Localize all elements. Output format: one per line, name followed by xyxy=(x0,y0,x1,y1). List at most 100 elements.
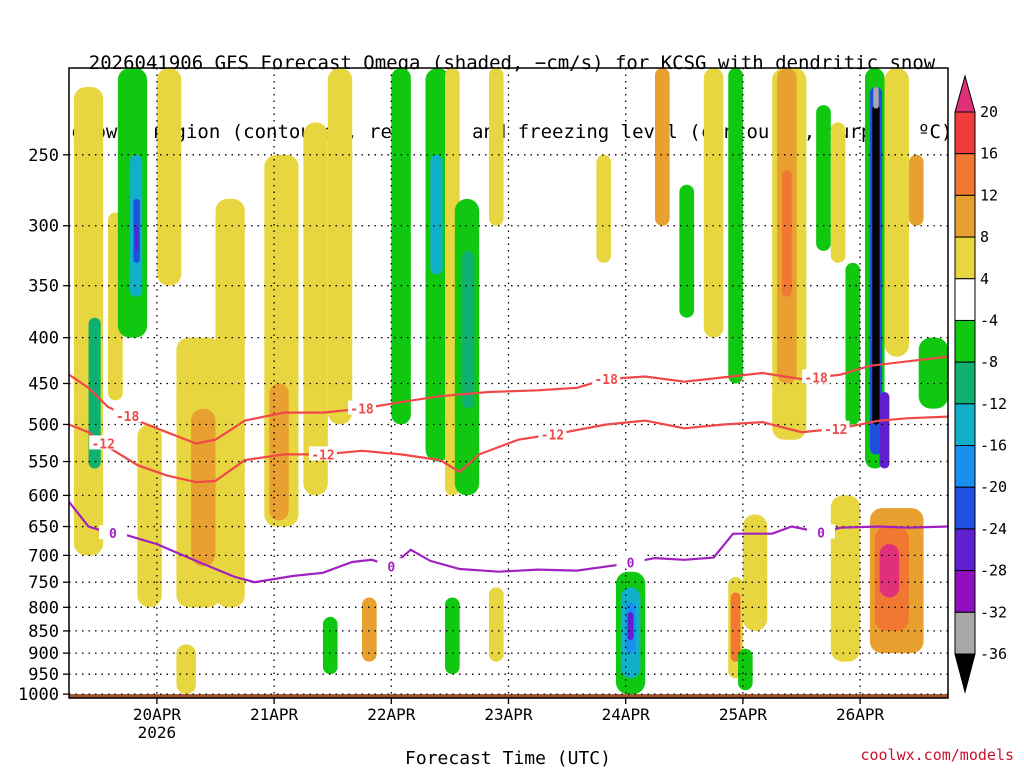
omega-shading xyxy=(69,68,948,698)
omega-region-54 xyxy=(488,587,504,662)
omega-region-15 xyxy=(327,68,353,425)
omega-region-31 xyxy=(816,105,831,251)
contour-label-bg-0-3 xyxy=(807,524,836,539)
ytick-label-850: 850 xyxy=(28,622,59,642)
omega-region-49 xyxy=(738,648,753,691)
xtick-label-24APR: 24APR xyxy=(602,705,651,724)
colorbar-top-arrow xyxy=(954,74,976,113)
contour-label--18-0: -18 xyxy=(116,410,140,425)
omega-region-22 xyxy=(488,68,504,226)
xtick-label-26APR: 26APR xyxy=(836,705,885,724)
ytick-label-950: 950 xyxy=(28,665,59,685)
grid xyxy=(69,68,948,698)
contour-label-bg-0-1 xyxy=(377,558,406,573)
ytick-label-300: 300 xyxy=(28,217,59,237)
contour-label-bg--12-3 xyxy=(821,420,850,435)
omega-region-24 xyxy=(655,68,670,226)
contour-label--18-1: -18 xyxy=(350,403,374,418)
contour-label--12-0: -12 xyxy=(91,437,114,452)
colorbar-label-6: -8 xyxy=(980,353,998,371)
omega-region-41 xyxy=(918,337,948,409)
omega-region-46 xyxy=(742,514,768,631)
contour-label--18-2: -18 xyxy=(594,373,618,388)
contour-label-bg--18-3 xyxy=(802,369,831,384)
omega-region-38 xyxy=(879,392,890,469)
omega-region-16 xyxy=(391,68,411,425)
contour-label-0-3: 0 xyxy=(817,526,825,541)
omega-region-26 xyxy=(703,68,724,338)
omega-region-13 xyxy=(269,383,289,521)
colorbar-label-5: -4 xyxy=(980,311,998,329)
contour-label-0-0: 0 xyxy=(109,527,117,542)
colorbar: 20 16 12 8 4 -4 -8 -12 -16 -20 -24 -28 -32 -36 xyxy=(954,74,1007,694)
contour-0 xyxy=(69,501,948,584)
contour-label-bg-0-0 xyxy=(98,525,127,540)
omega-region-18 xyxy=(430,154,443,275)
ytick-label-400: 400 xyxy=(28,329,59,349)
xtick-label-20APR: 20APR xyxy=(133,705,182,724)
ground-fill xyxy=(69,694,948,698)
colorbar-segment-6 xyxy=(954,361,976,405)
colorbar-label-4: 4 xyxy=(980,270,989,288)
colorbar-label-7: -12 xyxy=(980,395,1007,413)
contour-label--12-3: -12 xyxy=(824,423,847,438)
colorbar-segment-12 xyxy=(954,611,976,655)
omega-region-27 xyxy=(728,68,743,384)
contour-label--18-3: -18 xyxy=(804,371,828,386)
omega-region-25 xyxy=(679,184,695,318)
colorbar-label-9: -20 xyxy=(980,478,1007,496)
ytick-label-450: 450 xyxy=(28,374,59,394)
colorbar-label-10: -24 xyxy=(980,520,1007,538)
ytick-label-550: 550 xyxy=(28,453,59,473)
omega-region-45 xyxy=(830,495,861,662)
contour--12 xyxy=(69,415,948,484)
ytick-label-700: 700 xyxy=(28,546,59,566)
contour-label-bg--12-1 xyxy=(308,446,337,461)
ytick-label-600: 600 xyxy=(28,486,59,506)
contour-label--12-2: -12 xyxy=(541,428,564,443)
colorbar-label-2: 12 xyxy=(980,186,998,204)
colorbar-segment-11 xyxy=(954,570,976,613)
omega-region-10 xyxy=(191,408,216,567)
colorbar-segment-10 xyxy=(954,528,976,572)
omega-region-23 xyxy=(596,154,612,263)
omega-region-21 xyxy=(462,250,475,409)
omega-region-48 xyxy=(730,592,741,662)
omega-region-11 xyxy=(215,198,245,608)
contour-label-bg--12-0 xyxy=(89,435,118,450)
colorbar-segment-9 xyxy=(954,486,976,530)
contour-label-bg--18-0 xyxy=(113,408,142,423)
ytick-label-1000: 1000 xyxy=(18,685,59,705)
ytick-label-650: 650 xyxy=(28,518,59,538)
omega-region-30 xyxy=(781,170,792,297)
omega-region-14 xyxy=(303,122,328,496)
colorbar-segment-1 xyxy=(954,153,976,196)
xtick-sublabel-20APR: 2026 xyxy=(138,723,177,742)
omega-region-58 xyxy=(176,644,196,695)
colorbar-label-1: 16 xyxy=(980,145,998,163)
contour-label-0-2: 0 xyxy=(627,557,635,572)
contour-label-bg--18-1 xyxy=(348,400,376,415)
xtick-label-21APR: 21APR xyxy=(250,705,299,724)
contour-label-bg--12-2 xyxy=(538,426,567,441)
colorbar-segment-3 xyxy=(954,236,976,280)
colorbar-label-0: 20 xyxy=(980,103,998,121)
xtick-label-22APR: 22APR xyxy=(367,705,416,724)
x-axis-label: Forecast Time (UTC) xyxy=(405,748,611,768)
omega-region-57 xyxy=(322,616,338,675)
omega-region-55 xyxy=(445,597,460,675)
ytick-label-900: 900 xyxy=(28,644,59,664)
colorbar-label-12: -32 xyxy=(980,603,1007,621)
colorbar-label-11: -28 xyxy=(980,562,1007,580)
colorbar-segment-8 xyxy=(954,445,976,488)
omega-region-6 xyxy=(134,225,139,251)
contour--18 xyxy=(69,355,948,445)
omega-region-7 xyxy=(137,424,162,608)
contour-label--12-1: -12 xyxy=(311,448,334,463)
colorbar-segment-0 xyxy=(954,111,976,155)
ytick-label-800: 800 xyxy=(28,598,59,618)
credit-text: coolwx.com/models xyxy=(860,746,1014,764)
colorbar-bottom-arrow xyxy=(954,653,976,694)
